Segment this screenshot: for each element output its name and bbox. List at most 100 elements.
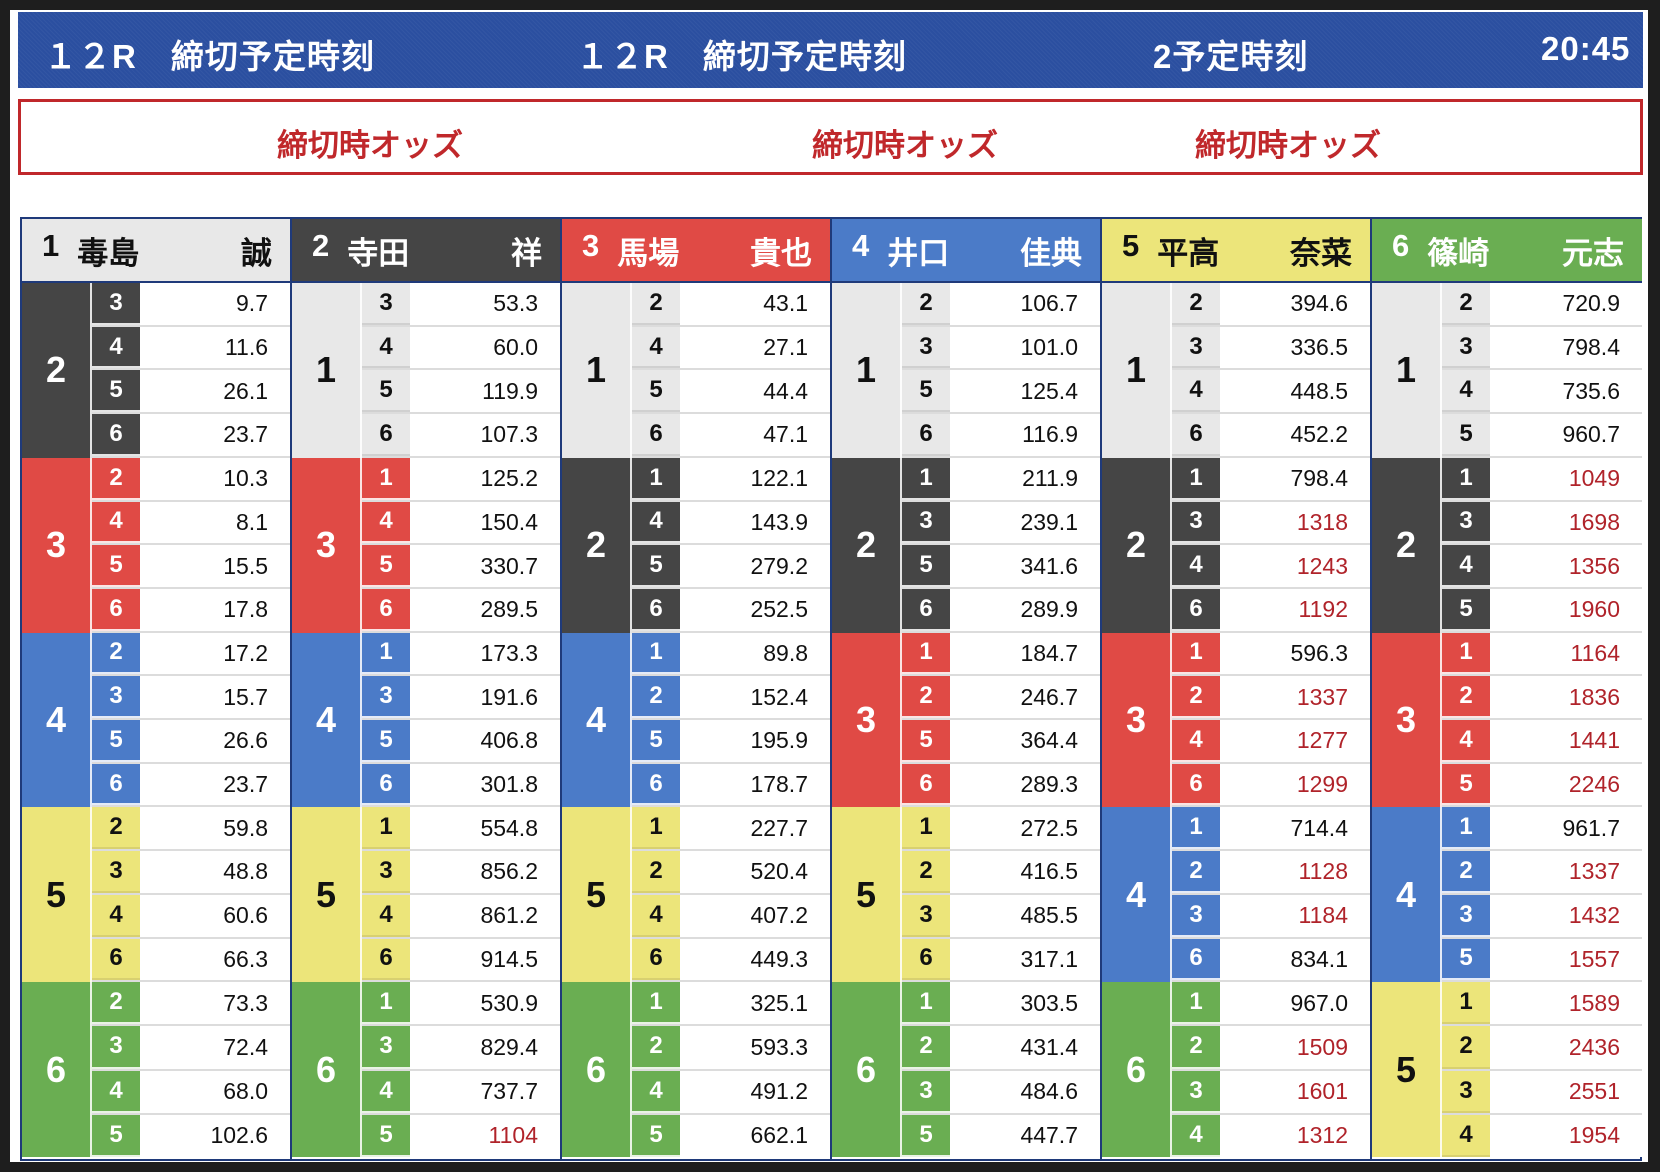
- odds-row[interactable]: 5 447.7: [902, 1114, 1100, 1157]
- odds-row[interactable]: 5 662.1: [632, 1114, 830, 1157]
- odds-row[interactable]: 4 60.6: [92, 894, 290, 939]
- odds-row[interactable]: 2 1509: [1172, 1026, 1370, 1071]
- odds-row[interactable]: 1 89.8: [632, 632, 830, 677]
- odds-row[interactable]: 1 1049: [1442, 457, 1642, 502]
- odds-row[interactable]: 4 1277: [1172, 720, 1370, 764]
- odds-row[interactable]: 1 125.2: [362, 457, 560, 502]
- odds-row[interactable]: 6 23.7: [92, 414, 290, 458]
- odds-row[interactable]: 5 1557: [1442, 938, 1642, 983]
- odds-row[interactable]: 6 1299: [1172, 763, 1370, 808]
- odds-row[interactable]: 6 289.3: [902, 763, 1100, 808]
- odds-row[interactable]: 2 17.2: [92, 632, 290, 677]
- odds-row[interactable]: 5 364.4: [902, 720, 1100, 764]
- odds-row[interactable]: 6 116.9: [902, 414, 1100, 458]
- odds-row[interactable]: 1 272.5: [902, 807, 1100, 852]
- odds-row[interactable]: 3 798.4: [1442, 326, 1642, 371]
- odds-row[interactable]: 1 967.0: [1172, 982, 1370, 1027]
- odds-row[interactable]: 5 960.7: [1442, 414, 1642, 458]
- odds-row[interactable]: 6 252.5: [632, 588, 830, 633]
- odds-row[interactable]: 3 1432: [1442, 894, 1642, 939]
- odds-row[interactable]: 1 303.5: [902, 982, 1100, 1027]
- odds-row[interactable]: 3 48.8: [92, 851, 290, 895]
- odds-row[interactable]: 3 856.2: [362, 851, 560, 895]
- odds-row[interactable]: 3 191.6: [362, 676, 560, 720]
- odds-row[interactable]: 4 8.1: [92, 501, 290, 546]
- odds-row[interactable]: 4 1356: [1442, 545, 1642, 589]
- odds-row[interactable]: 2 1836: [1442, 676, 1642, 720]
- odds-row[interactable]: 6 107.3: [362, 414, 560, 458]
- odds-row[interactable]: 6 452.2: [1172, 414, 1370, 458]
- odds-row[interactable]: 1 714.4: [1172, 807, 1370, 852]
- odds-row[interactable]: 5 279.2: [632, 545, 830, 589]
- odds-row[interactable]: 2 246.7: [902, 676, 1100, 720]
- odds-row[interactable]: 3 15.7: [92, 676, 290, 720]
- odds-row[interactable]: 6 289.9: [902, 588, 1100, 633]
- odds-row[interactable]: 6 914.5: [362, 938, 560, 983]
- odds-row[interactable]: 3 1318: [1172, 501, 1370, 546]
- odds-row[interactable]: 1 961.7: [1442, 807, 1642, 852]
- odds-row[interactable]: 2 593.3: [632, 1026, 830, 1071]
- odds-row[interactable]: 1 530.9: [362, 982, 560, 1027]
- odds-row[interactable]: 6 834.1: [1172, 938, 1370, 983]
- odds-row[interactable]: 1 596.3: [1172, 632, 1370, 677]
- odds-row[interactable]: 4 1243: [1172, 545, 1370, 589]
- odds-row[interactable]: 3 484.6: [902, 1070, 1100, 1115]
- odds-row[interactable]: 2 2436: [1442, 1026, 1642, 1071]
- odds-row[interactable]: 6 17.8: [92, 588, 290, 633]
- odds-row[interactable]: 3 239.1: [902, 501, 1100, 546]
- odds-row[interactable]: 2 152.4: [632, 676, 830, 720]
- odds-row[interactable]: 2 10.3: [92, 457, 290, 502]
- odds-row[interactable]: 2 431.4: [902, 1026, 1100, 1071]
- odds-row[interactable]: 5 195.9: [632, 720, 830, 764]
- odds-row[interactable]: 5 125.4: [902, 370, 1100, 415]
- odds-row[interactable]: 1 798.4: [1172, 457, 1370, 502]
- odds-row[interactable]: 5 1960: [1442, 588, 1642, 633]
- odds-row[interactable]: 3 9.7: [92, 283, 290, 327]
- odds-row[interactable]: 4 1441: [1442, 720, 1642, 764]
- odds-row[interactable]: 3 829.4: [362, 1026, 560, 1071]
- odds-row[interactable]: 5 119.9: [362, 370, 560, 415]
- odds-row[interactable]: 6 449.3: [632, 938, 830, 983]
- odds-row[interactable]: 6 1192: [1172, 588, 1370, 633]
- odds-row[interactable]: 1 325.1: [632, 982, 830, 1027]
- odds-row[interactable]: 5 341.6: [902, 545, 1100, 589]
- odds-row[interactable]: 4 143.9: [632, 501, 830, 546]
- odds-row[interactable]: 4 1954: [1442, 1114, 1642, 1157]
- odds-row[interactable]: 3 1184: [1172, 894, 1370, 939]
- odds-row[interactable]: 4 60.0: [362, 326, 560, 371]
- odds-row[interactable]: 1 554.8: [362, 807, 560, 852]
- odds-row[interactable]: 3 72.4: [92, 1026, 290, 1071]
- odds-row[interactable]: 2 43.1: [632, 283, 830, 327]
- odds-row[interactable]: 1 173.3: [362, 632, 560, 677]
- odds-row[interactable]: 5 102.6: [92, 1114, 290, 1157]
- odds-row[interactable]: 4 27.1: [632, 326, 830, 371]
- odds-row[interactable]: 3 336.5: [1172, 326, 1370, 371]
- odds-row[interactable]: 4 735.6: [1442, 370, 1642, 415]
- odds-row[interactable]: 6 289.5: [362, 588, 560, 633]
- odds-row[interactable]: 6 66.3: [92, 938, 290, 983]
- odds-row[interactable]: 4 11.6: [92, 326, 290, 371]
- odds-row[interactable]: 5 15.5: [92, 545, 290, 589]
- odds-row[interactable]: 3 1698: [1442, 501, 1642, 546]
- odds-row[interactable]: 2 73.3: [92, 982, 290, 1027]
- odds-row[interactable]: 4 861.2: [362, 894, 560, 939]
- odds-row[interactable]: 2 1337: [1172, 676, 1370, 720]
- odds-row[interactable]: 4 68.0: [92, 1070, 290, 1115]
- odds-row[interactable]: 1 184.7: [902, 632, 1100, 677]
- odds-row[interactable]: 2 394.6: [1172, 283, 1370, 327]
- odds-row[interactable]: 4 407.2: [632, 894, 830, 939]
- odds-row[interactable]: 4 448.5: [1172, 370, 1370, 415]
- odds-row[interactable]: 5 26.1: [92, 370, 290, 415]
- odds-row[interactable]: 5 44.4: [632, 370, 830, 415]
- odds-row[interactable]: 1 211.9: [902, 457, 1100, 502]
- odds-row[interactable]: 3 2551: [1442, 1070, 1642, 1115]
- odds-row[interactable]: 4 737.7: [362, 1070, 560, 1115]
- odds-row[interactable]: 4 150.4: [362, 501, 560, 546]
- odds-row[interactable]: 5 330.7: [362, 545, 560, 589]
- odds-row[interactable]: 1 1589: [1442, 982, 1642, 1027]
- odds-row[interactable]: 1 227.7: [632, 807, 830, 852]
- odds-row[interactable]: 2 1337: [1442, 851, 1642, 895]
- odds-row[interactable]: 6 301.8: [362, 763, 560, 808]
- odds-row[interactable]: 5 1104: [362, 1114, 560, 1157]
- odds-row[interactable]: 5 2246: [1442, 763, 1642, 808]
